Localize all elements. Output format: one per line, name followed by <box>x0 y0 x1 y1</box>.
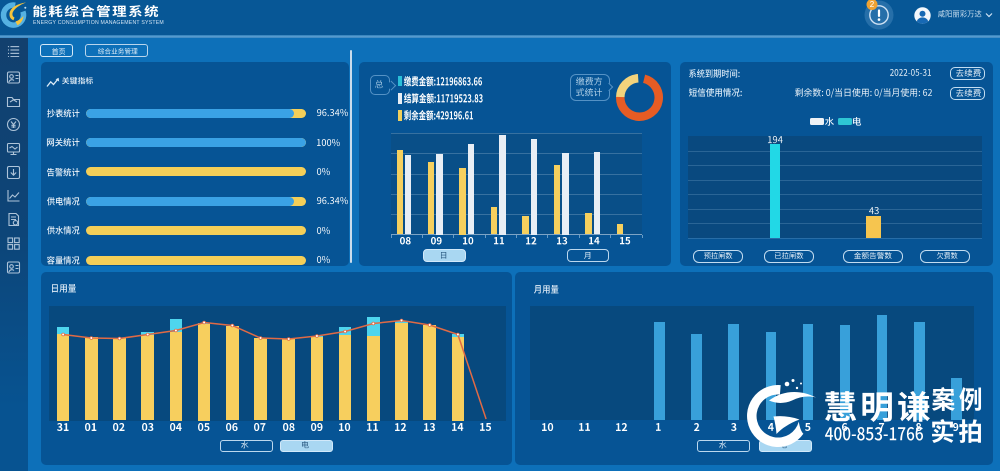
svg-text:2: 2 <box>870 0 875 9</box>
